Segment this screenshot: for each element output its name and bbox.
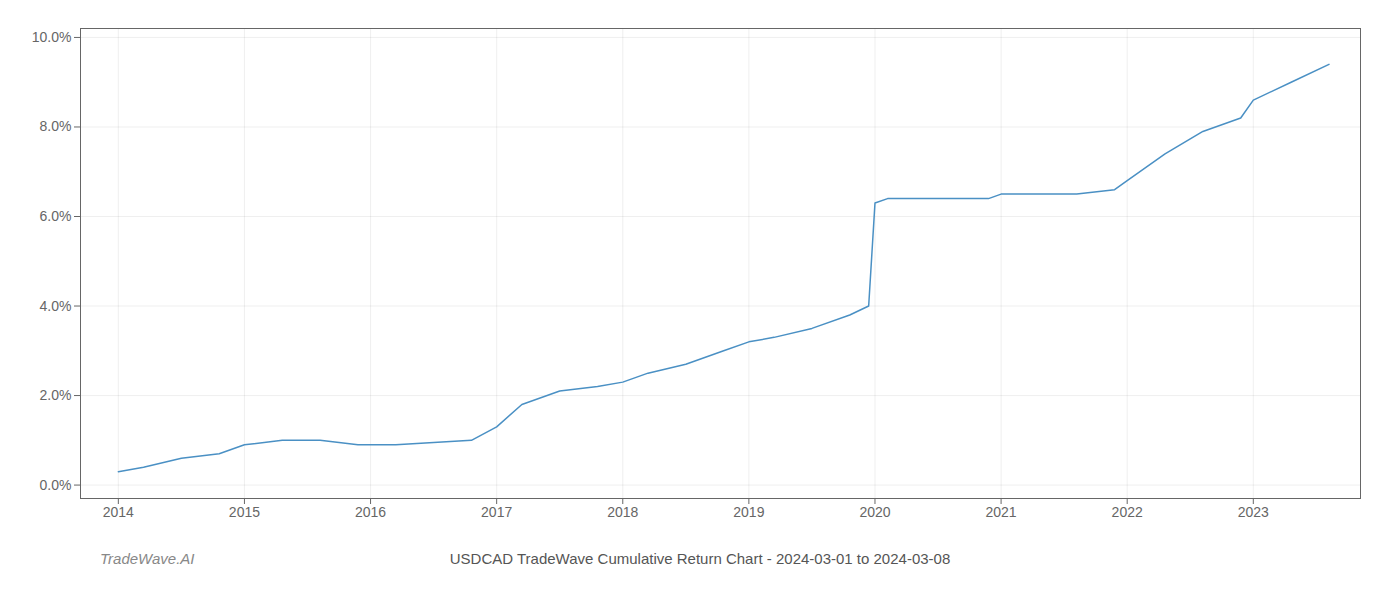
svg-text:2020: 2020 bbox=[859, 504, 890, 520]
svg-text:2014: 2014 bbox=[103, 504, 134, 520]
svg-text:10.0%: 10.0% bbox=[32, 29, 72, 45]
svg-text:2019: 2019 bbox=[733, 504, 764, 520]
html-text:USDCAD TradeWave Cumulative Re: USDCAD TradeWave Cumulative Return Chart… bbox=[449, 550, 951, 567]
svg-text:8.0%: 8.0% bbox=[40, 118, 72, 134]
svg-text:2.0%: 2.0% bbox=[40, 387, 72, 403]
html-text:TradeWave.AI: TradeWave.AI bbox=[100, 550, 195, 567]
svg-text:2016: 2016 bbox=[355, 504, 386, 520]
svg-text:6.0%: 6.0% bbox=[40, 208, 72, 224]
svg-text:2015: 2015 bbox=[229, 504, 260, 520]
svg-text:2023: 2023 bbox=[1238, 504, 1269, 520]
svg-text:2022: 2022 bbox=[1112, 504, 1143, 520]
svg-text:2018: 2018 bbox=[607, 504, 638, 520]
svg-text:2017: 2017 bbox=[481, 504, 512, 520]
svg-text:4.0%: 4.0% bbox=[40, 298, 72, 314]
svg-text:0.0%: 0.0% bbox=[40, 477, 72, 493]
svg-text:2021: 2021 bbox=[986, 504, 1017, 520]
